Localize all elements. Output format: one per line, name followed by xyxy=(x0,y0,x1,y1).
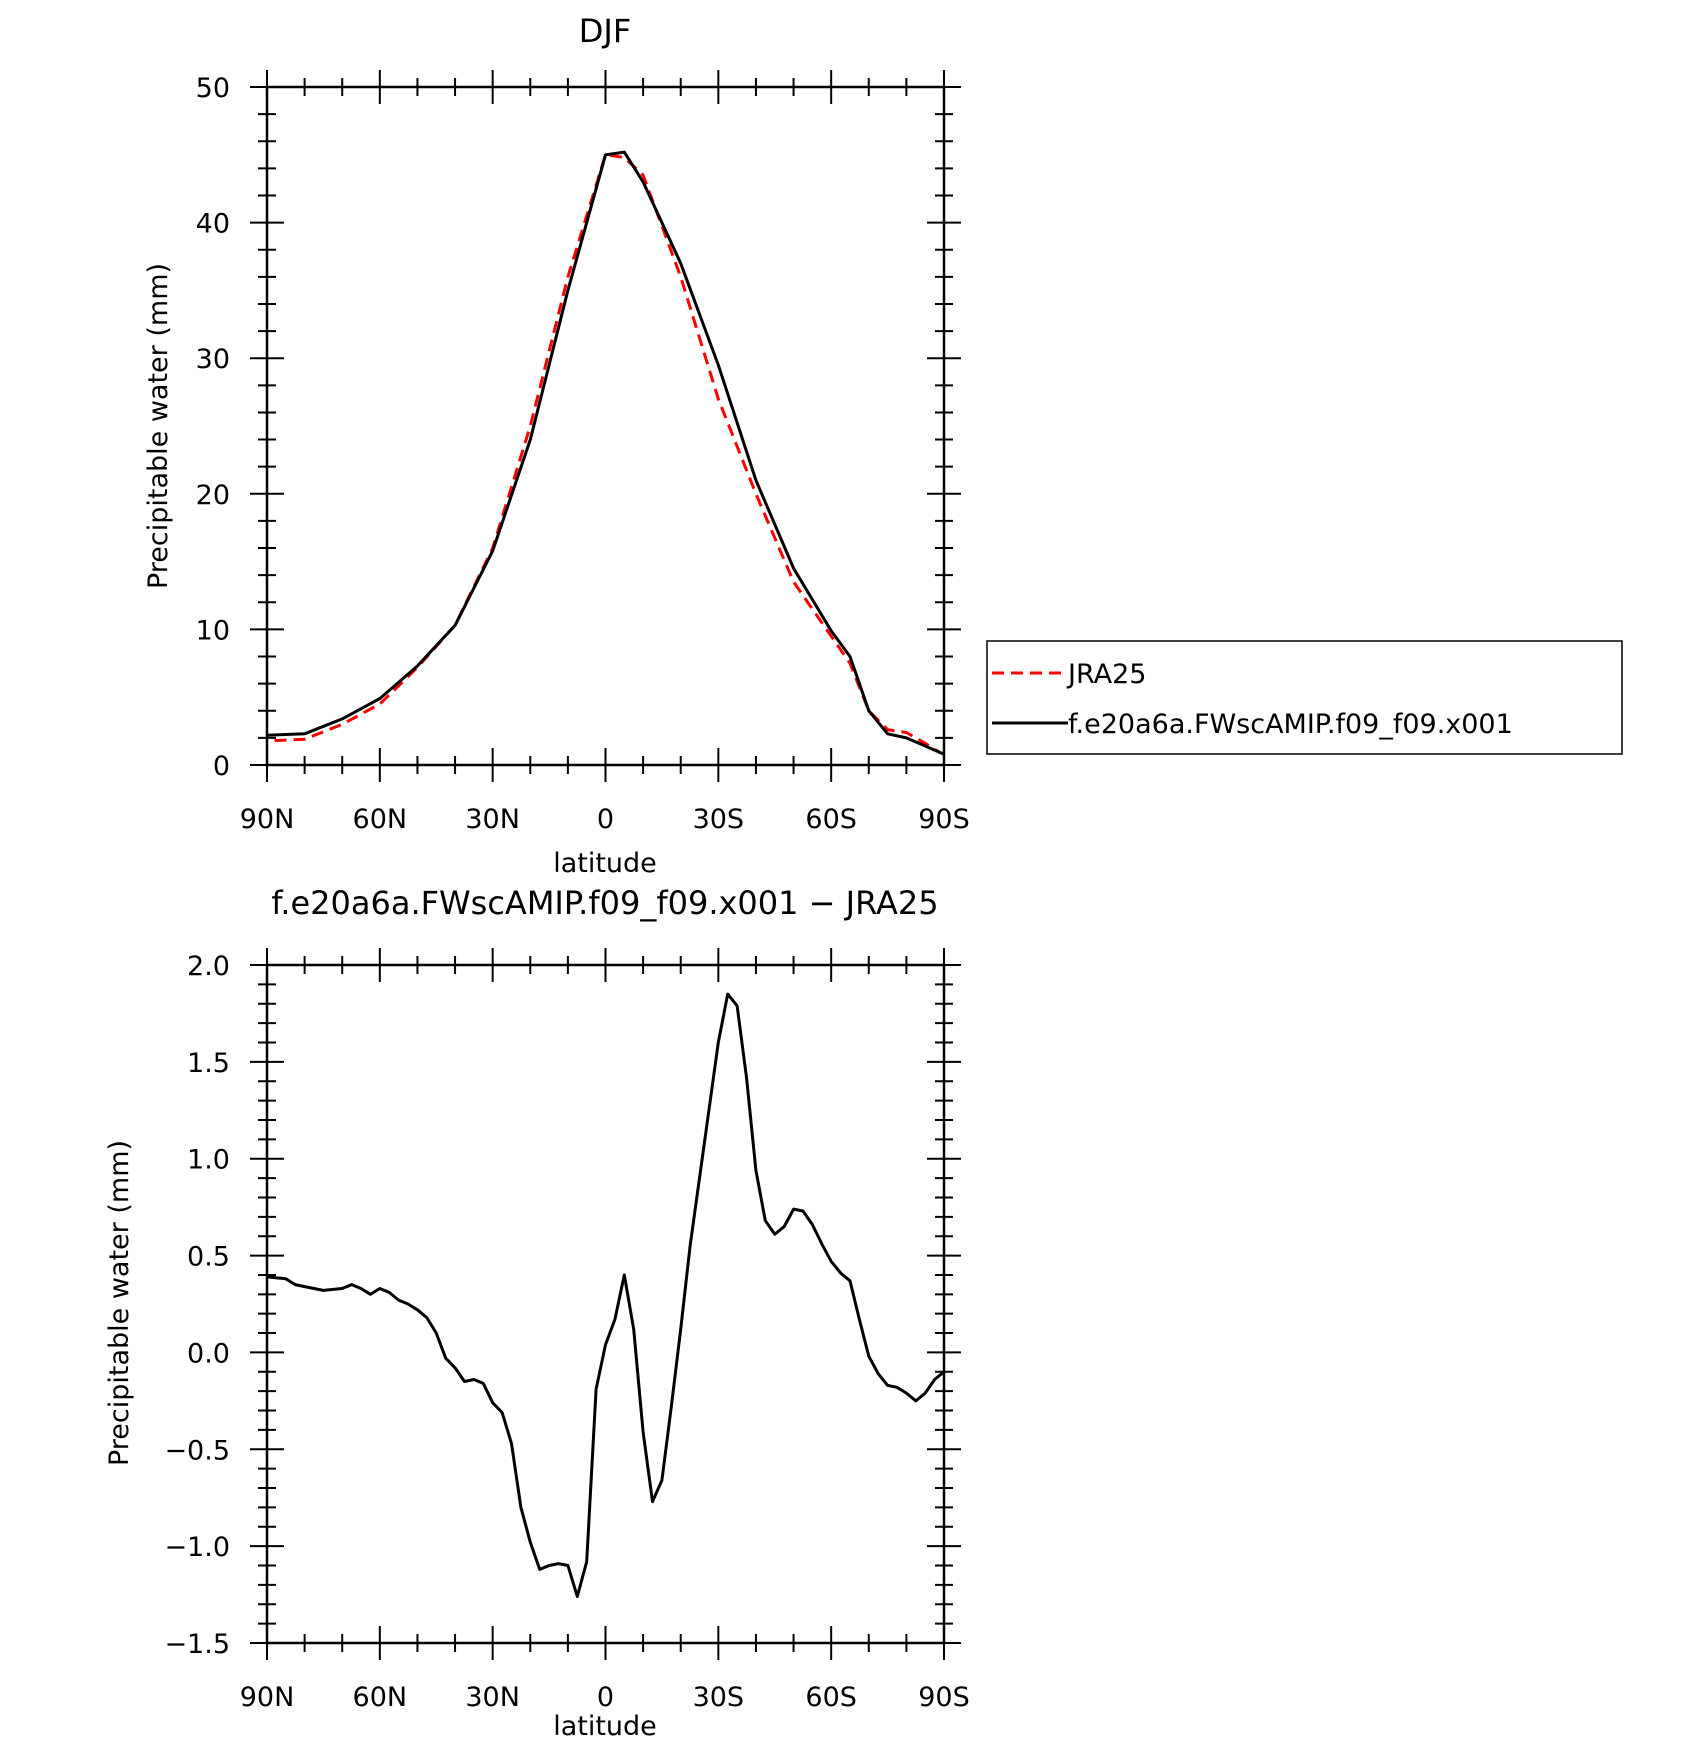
x-tick-label: 60S xyxy=(805,804,857,835)
chart-top-title: DJF xyxy=(579,12,631,50)
chart-bottom-title: f.e20a6a.FWscAMIP.f09_f09.x001 − JRA25 xyxy=(271,884,938,922)
x-tick-label: 30S xyxy=(693,1682,745,1713)
chart-top-tick-labels: 0 10 20 30 40 50 90N 60N 30N 0 30S 60S 90S xyxy=(196,73,970,835)
x-tick-label: 90N xyxy=(240,1682,295,1713)
y-tick-label: −1.5 xyxy=(164,1629,230,1660)
x-tick-label: 0 xyxy=(597,1682,614,1713)
x-tick-label: 30N xyxy=(465,1682,520,1713)
x-tick-label: 60N xyxy=(353,804,408,835)
x-tick-label: 0 xyxy=(597,804,614,835)
series-line-0 xyxy=(266,992,945,1598)
x-tick-label: 30N xyxy=(465,804,520,835)
chart-top-frame xyxy=(265,85,946,767)
chart-top-xlabel: latitude xyxy=(553,848,657,879)
y-tick-label: 30 xyxy=(196,344,230,375)
y-tick-label: 2.0 xyxy=(187,951,230,982)
y-tick-label: 20 xyxy=(196,480,230,511)
legend-box xyxy=(986,640,1623,755)
y-tick-label: 1.0 xyxy=(187,1145,230,1176)
legend: JRA25 f.e20a6a.FWscAMIP.f09_f09.x001 xyxy=(986,640,1623,755)
series-line-1 xyxy=(266,150,945,756)
chart-bottom-ylabel: Precipitable water (mm) xyxy=(104,1140,135,1466)
y-tick-label: 0.5 xyxy=(187,1242,230,1273)
chart-bottom-xlabel: latitude xyxy=(553,1711,657,1741)
y-tick-label: 0.0 xyxy=(187,1338,230,1369)
x-tick-label: 90N xyxy=(240,804,295,835)
x-tick-label: 60S xyxy=(805,1682,857,1713)
y-tick-label: −1.0 xyxy=(164,1532,230,1563)
chart-top: DJF 0 10 20 30 40 50 90N 60N 30N 0 30S 60S 90S latit… xyxy=(143,12,970,879)
y-tick-label: 50 xyxy=(196,73,230,104)
x-tick-label: 30S xyxy=(693,804,745,835)
chart-top-ylabel: Precipitable water (mm) xyxy=(143,263,174,589)
chart-top-grid-ticks xyxy=(250,70,961,782)
x-tick-label: 60N xyxy=(353,1682,408,1713)
y-tick-label: 10 xyxy=(196,615,230,646)
chart-bottom-tick-labels: −1.5 −1.0 −0.5 0.0 0.5 1.0 1.5 2.0 90N 60N 30N 0 30S… xyxy=(164,951,969,1713)
chart-bottom: f.e20a6a.FWscAMIP.f09_f09.x001 − JRA25 −… xyxy=(104,884,970,1741)
y-tick-label: 1.5 xyxy=(187,1048,230,1079)
y-tick-label: 40 xyxy=(196,209,230,240)
x-tick-label: 90S xyxy=(918,1682,970,1713)
legend-label-model: f.e20a6a.FWscAMIP.f09_f09.x001 xyxy=(1068,709,1513,740)
x-tick-label: 90S xyxy=(918,804,970,835)
series-line-0 xyxy=(274,153,942,755)
chart-bottom-frame xyxy=(265,963,946,1645)
y-tick-label: −0.5 xyxy=(164,1435,230,1466)
chart-top-series xyxy=(266,150,945,756)
y-tick-label: 0 xyxy=(213,751,230,782)
chart-bottom-series xyxy=(266,992,945,1598)
legend-label-jra25: JRA25 xyxy=(1066,659,1146,690)
